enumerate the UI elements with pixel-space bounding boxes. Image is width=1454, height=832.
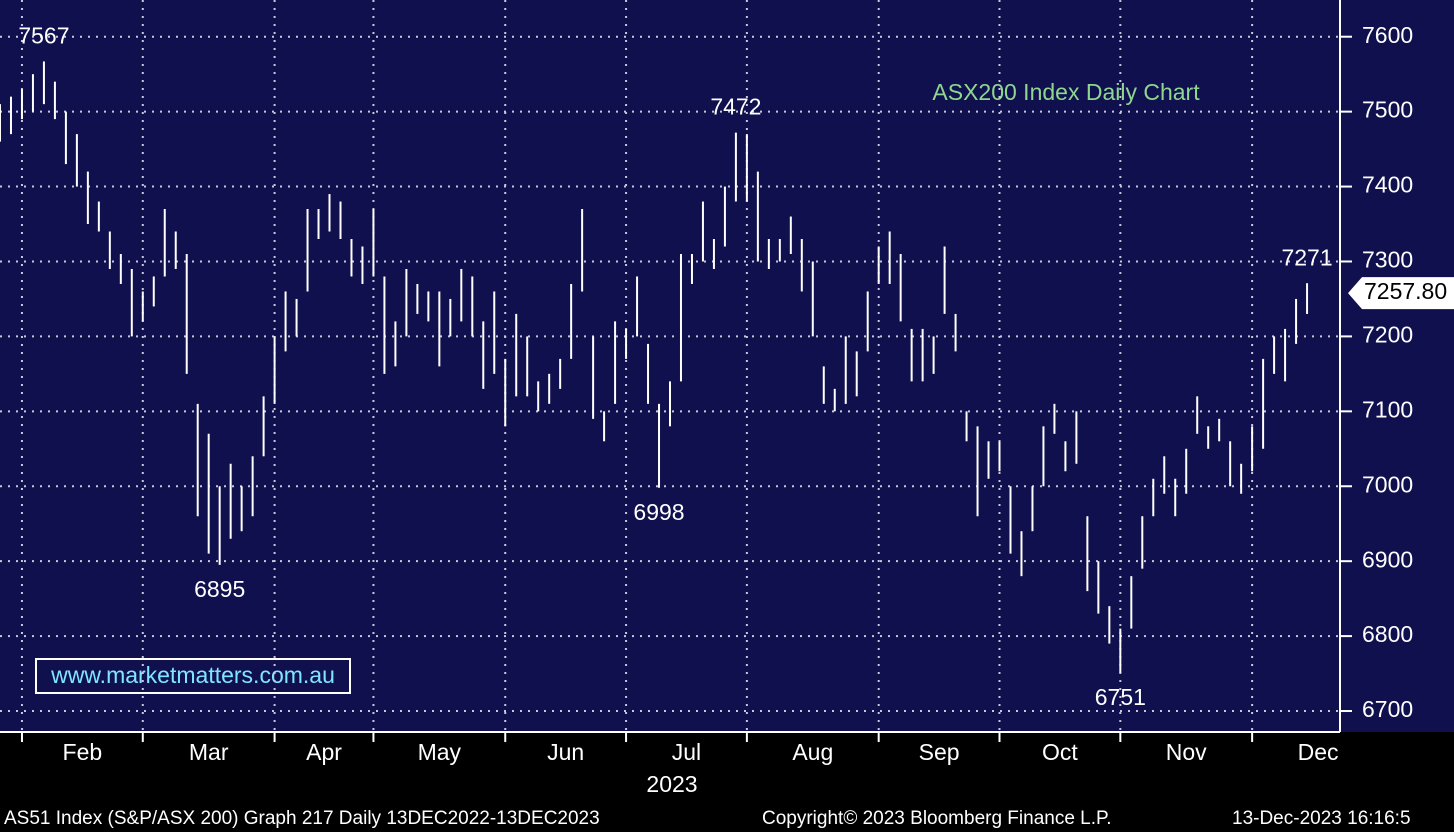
x-tick-label: Feb	[63, 739, 103, 765]
footer-left: AS51 Index (S&P/ASX 200) Graph 217 Daily…	[4, 808, 600, 829]
annotation: 7472	[710, 94, 761, 120]
annotation: 6998	[633, 499, 684, 525]
y-tick-label: 6900	[1362, 546, 1413, 572]
x-tick-label: Oct	[1042, 739, 1078, 765]
x-tick-label: Mar	[189, 739, 229, 765]
x-tick-label: Jul	[672, 739, 701, 765]
x-tick-label: Nov	[1166, 739, 1207, 765]
y-tick-label: 7600	[1362, 22, 1413, 48]
chart-title: ASX200 Index Daily Chart	[932, 79, 1200, 105]
axis-band	[0, 732, 1454, 832]
plot-background	[0, 0, 1454, 732]
x-tick-label: Sep	[919, 739, 960, 765]
x-tick-label: Jun	[547, 739, 584, 765]
y-tick-label: 6800	[1362, 621, 1413, 647]
y-tick-label: 7500	[1362, 97, 1413, 123]
x-tick-label: Dec	[1298, 739, 1339, 765]
annotation: 6895	[194, 576, 245, 602]
watermark-box	[35, 658, 351, 694]
annotation: 7567	[18, 23, 69, 49]
x-tick-label: Aug	[792, 739, 833, 765]
y-tick-label: 7200	[1362, 321, 1413, 347]
plot: 6700 6800 6900 7000 7100 7200 7300 7400 7500 7600…	[0, 0, 1413, 765]
last-price-label: 7257.80	[1364, 278, 1447, 304]
y-tick-label: 7400	[1362, 172, 1413, 198]
year-label: 2023	[646, 771, 697, 797]
x-tick-label: Apr	[306, 739, 342, 765]
watermark: www.marketmatters.com.au	[50, 662, 335, 688]
y-tick-label: 7100	[1362, 396, 1413, 422]
y-tick-label: 7000	[1362, 471, 1413, 497]
annotation: 6751	[1095, 684, 1146, 710]
x-tick-label: May	[418, 739, 462, 765]
footer-timestamp: 13-Dec-2023 16:16:5	[1232, 808, 1411, 829]
last-price-flag	[1348, 277, 1454, 310]
footer-copyright: Copyright© 2023 Bloomberg Finance L.P.	[762, 808, 1112, 829]
annotation: 7271	[1281, 244, 1332, 270]
y-tick-label: 6700	[1362, 696, 1413, 722]
y-tick-label: 7300	[1362, 247, 1413, 273]
